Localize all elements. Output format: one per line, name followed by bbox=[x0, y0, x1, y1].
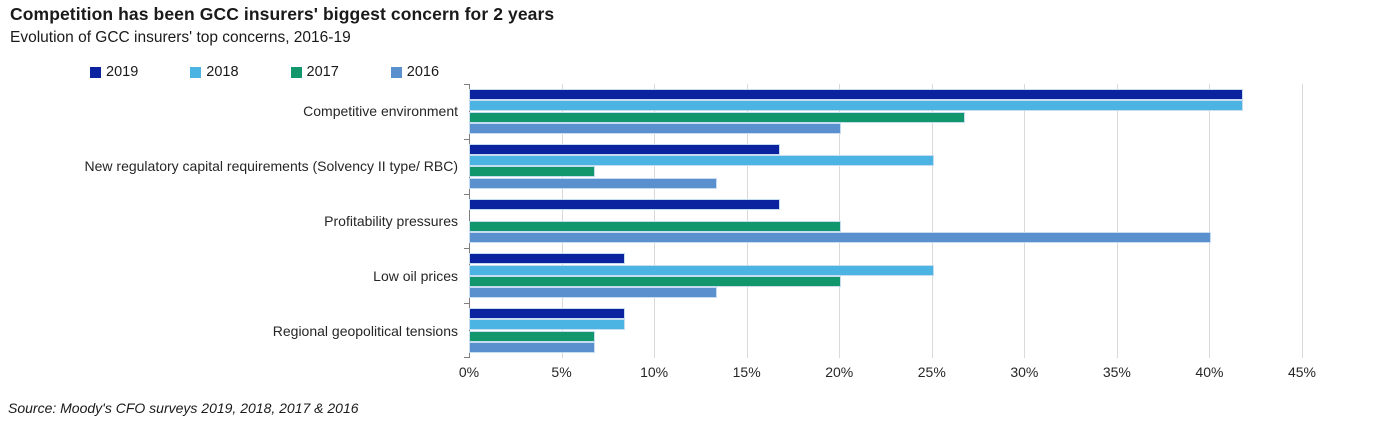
x-tick-label: 20% bbox=[825, 364, 854, 380]
gridline bbox=[1024, 84, 1026, 358]
x-tick-label: 35% bbox=[1102, 364, 1131, 380]
legend-label-2018: 2018 bbox=[206, 64, 239, 80]
gridline bbox=[1302, 84, 1303, 358]
plot-area bbox=[464, 84, 1303, 358]
y-axis-tick bbox=[464, 248, 469, 250]
bar-2018-group1 bbox=[470, 101, 1242, 111]
gridline bbox=[561, 84, 563, 358]
bar-2019-group5 bbox=[470, 309, 624, 319]
bar-2019-group2 bbox=[470, 144, 780, 154]
category-label: Regional geopolitical tensions bbox=[272, 322, 458, 339]
x-tick-label: 40% bbox=[1195, 364, 1224, 380]
legend-swatch-2017-icon bbox=[290, 66, 302, 78]
bar-2017-group2 bbox=[470, 167, 595, 177]
bar-2017-group5 bbox=[470, 331, 595, 341]
legend-label-2019: 2019 bbox=[106, 64, 139, 80]
bar-2016-group5 bbox=[470, 343, 595, 353]
bar-2016-group2 bbox=[470, 178, 717, 188]
x-tick-label: 25% bbox=[917, 364, 946, 380]
gridline bbox=[746, 84, 748, 358]
bar-2019-group1 bbox=[470, 89, 1242, 99]
bar-2019-group3 bbox=[470, 199, 780, 209]
x-tick-label: 15% bbox=[732, 364, 761, 380]
legend-item-2019: 2019 bbox=[90, 64, 138, 80]
bar-2018-group2 bbox=[470, 156, 933, 166]
bar-2016-group4 bbox=[470, 288, 717, 298]
bar-2017-group4 bbox=[470, 276, 841, 286]
legend-label-2016: 2016 bbox=[406, 64, 440, 80]
y-axis-tick bbox=[464, 357, 469, 358]
bar-2019-group4 bbox=[470, 254, 624, 264]
x-tick-label: 10% bbox=[640, 364, 669, 380]
category-label: Competitive environment bbox=[303, 103, 458, 120]
x-tick-label: 30% bbox=[1010, 364, 1039, 380]
y-axis-tick bbox=[464, 193, 469, 195]
bar-2016-group1 bbox=[470, 123, 841, 133]
category-label: New regulatory capital requirements (Sol… bbox=[84, 158, 458, 175]
x-tick-label: 0% bbox=[458, 364, 480, 380]
category-label: Profitability pressures bbox=[324, 212, 458, 229]
y-axis-tick bbox=[464, 84, 469, 85]
legend-swatch-2018-icon bbox=[190, 66, 202, 78]
legend-swatch-2016-icon bbox=[390, 66, 402, 78]
legend-item-2018: 2018 bbox=[190, 64, 239, 80]
source-note: Source: Moody's CFO surveys 2019, 2018, … bbox=[8, 400, 359, 416]
bar-2018-group5 bbox=[470, 320, 624, 330]
legend-item-2017: 2017 bbox=[290, 64, 339, 80]
gridline bbox=[931, 84, 933, 358]
gridline bbox=[654, 84, 656, 358]
gridline bbox=[839, 84, 841, 358]
bar-2016-group3 bbox=[470, 233, 1211, 243]
x-tick-label: 5% bbox=[551, 364, 572, 380]
gridline bbox=[1116, 84, 1118, 358]
bar-2017-group3 bbox=[470, 222, 841, 232]
y-axis-tick bbox=[464, 303, 469, 305]
gridline bbox=[1209, 84, 1211, 358]
y-axis-tick bbox=[464, 138, 469, 140]
chart-subtitle: Evolution of GCC insurers' top concerns,… bbox=[10, 29, 351, 46]
chart-title: Competition has been GCC insurers' bigge… bbox=[10, 4, 555, 24]
legend: 2019 2018 2017 2016 bbox=[90, 64, 439, 80]
bar-2018-group4 bbox=[470, 265, 933, 275]
category-label: Low oil prices bbox=[373, 267, 458, 284]
y-axis-line bbox=[469, 84, 470, 358]
legend-label-2017: 2017 bbox=[306, 64, 339, 80]
bar-2017-group1 bbox=[470, 112, 965, 122]
legend-item-2016: 2016 bbox=[390, 64, 440, 80]
legend-swatch-2019-icon bbox=[90, 66, 101, 78]
x-tick-label: 45% bbox=[1287, 364, 1317, 380]
